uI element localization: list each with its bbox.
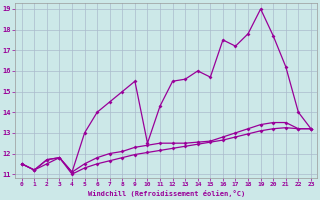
X-axis label: Windchill (Refroidissement éolien,°C): Windchill (Refroidissement éolien,°C) bbox=[88, 190, 245, 197]
